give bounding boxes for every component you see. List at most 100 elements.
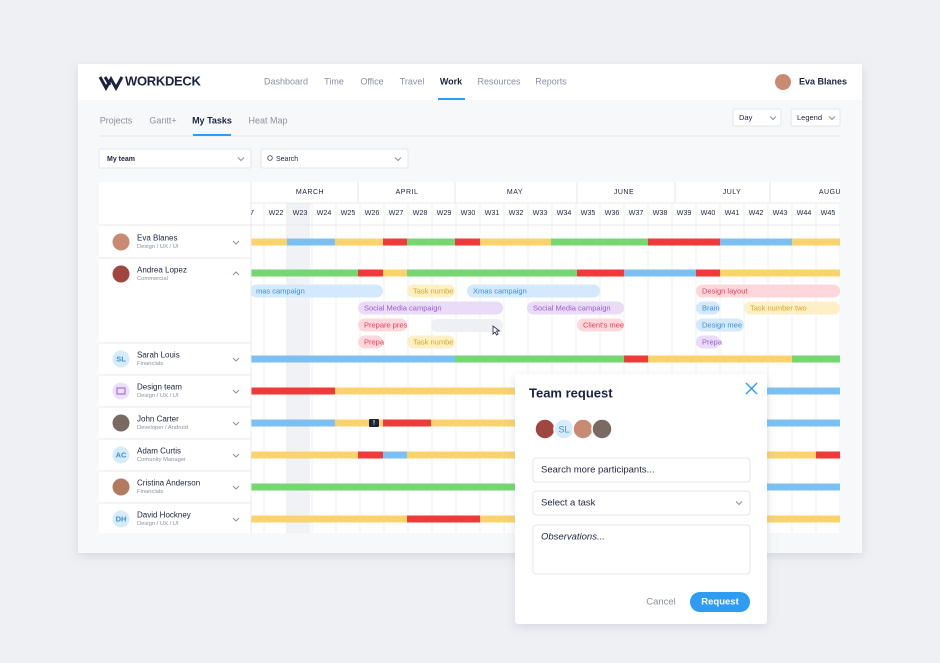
search-icon (267, 155, 273, 161)
expand-toggle[interactable] (232, 240, 240, 245)
team-select-label: My team (107, 156, 135, 163)
task-pill[interactable] (358, 335, 383, 349)
user-name[interactable]: Eva Blanes (799, 76, 847, 86)
team-avatar (112, 382, 130, 400)
task-label: Prepa (364, 337, 385, 346)
week-label: W36 (605, 208, 620, 217)
avatar-initials: DH (116, 514, 127, 523)
task-pill[interactable] (577, 318, 624, 332)
workload-segment (480, 238, 551, 246)
expand-toggle[interactable] (232, 421, 240, 426)
task-pill[interactable] (696, 318, 744, 332)
nav-item[interactable]: Time (324, 76, 344, 86)
expand-toggle[interactable] (232, 485, 240, 490)
task-pill[interactable] (358, 318, 407, 332)
nav-item[interactable]: Travel (400, 76, 425, 86)
workload-segment (407, 238, 455, 246)
person-name[interactable]: Design team (137, 383, 182, 392)
task-pill[interactable] (250, 284, 383, 298)
observations-field[interactable] (532, 524, 751, 575)
person-name[interactable]: Cristina Anderson (137, 479, 200, 488)
week-label: W33 (533, 208, 548, 217)
cancel-button[interactable]: Cancel (646, 597, 676, 608)
week-label: W41 (725, 208, 740, 217)
nav-item[interactable]: Dashboard (264, 76, 308, 86)
legend-select[interactable] (790, 108, 841, 127)
workload-segment (792, 355, 840, 363)
workload-segment (455, 355, 624, 363)
task-pill[interactable] (407, 284, 455, 298)
workload-segment (287, 238, 335, 246)
task-pill[interactable] (696, 335, 720, 349)
person-name[interactable]: Sarah Louis (137, 351, 180, 360)
person-role: Financials (137, 361, 163, 367)
person-role: Commercial (137, 276, 168, 282)
workload-segment (251, 483, 600, 491)
task-pill[interactable] (527, 301, 624, 315)
avatar-initials: AC (116, 450, 127, 459)
person-name[interactable]: Andrea Lopez (137, 266, 187, 275)
nav-item[interactable]: Resources (477, 76, 521, 86)
week-label: W44 (797, 208, 812, 217)
avatar (112, 233, 130, 251)
expand-toggle[interactable] (232, 517, 240, 522)
tab[interactable]: Projects (100, 115, 133, 125)
expand-toggle[interactable] (232, 453, 240, 458)
task-pill[interactable] (696, 284, 840, 298)
chevron (237, 157, 245, 162)
person-name[interactable]: David Hockney (137, 511, 191, 520)
week-label: W29 (437, 208, 452, 217)
week-label: W30 (461, 208, 476, 217)
participant-search[interactable] (532, 457, 751, 483)
person-name[interactable]: Eva Blanes (137, 234, 177, 243)
week-label: W42 (749, 208, 764, 217)
task-pill[interactable] (696, 301, 720, 315)
brand: WORKDECK (125, 73, 202, 88)
workload-segment (577, 269, 624, 277)
task-label: Task numbe (413, 286, 453, 295)
person-role: Comunity Manager (137, 457, 186, 463)
tab[interactable]: My Tasks (192, 115, 232, 125)
tab[interactable]: Gantt+ (149, 115, 176, 125)
expand-toggle[interactable] (232, 357, 240, 362)
task-label: Xmas campaign (473, 286, 527, 295)
expand-toggle[interactable] (232, 389, 240, 394)
team-select[interactable] (98, 148, 252, 169)
workload-segment (696, 269, 720, 277)
workload-segment (251, 355, 455, 363)
person-role: Design / UX / UI (137, 521, 179, 527)
tab[interactable]: Heat Map (248, 115, 287, 125)
person-name[interactable]: Adam Curtis (137, 447, 181, 456)
task-label: Client's mee (583, 320, 624, 329)
nav-item[interactable]: Reports (535, 76, 567, 86)
week-label: W31 (485, 208, 500, 217)
task-pill[interactable] (467, 284, 600, 298)
expand-toggle[interactable] (232, 271, 240, 276)
view-select[interactable] (732, 108, 782, 127)
task-placeholder (431, 319, 503, 332)
task-pill[interactable] (744, 301, 840, 315)
month-label: APRIL (396, 189, 419, 196)
person-name[interactable]: John Carter (137, 415, 179, 424)
week-label: W27 (389, 208, 404, 217)
view-select-label: Day (739, 113, 753, 122)
task-select-label: Select a task (541, 498, 596, 509)
workload-segment (455, 238, 480, 246)
workload-segment (251, 387, 335, 395)
workload-segment (251, 238, 287, 246)
search-field[interactable] (260, 148, 409, 169)
workload-segment (648, 238, 720, 246)
task-select[interactable] (532, 490, 751, 516)
nav-item[interactable]: Office (360, 76, 383, 86)
top-bar (78, 64, 862, 100)
nav-item[interactable]: Work (440, 76, 463, 86)
close-button[interactable] (745, 382, 758, 395)
task-pill[interactable] (358, 301, 503, 315)
avatar-initials-bg (112, 446, 130, 464)
workload-segment (816, 451, 840, 459)
task-pill[interactable] (407, 335, 455, 349)
request-button[interactable] (690, 592, 750, 612)
avatar (112, 265, 130, 283)
